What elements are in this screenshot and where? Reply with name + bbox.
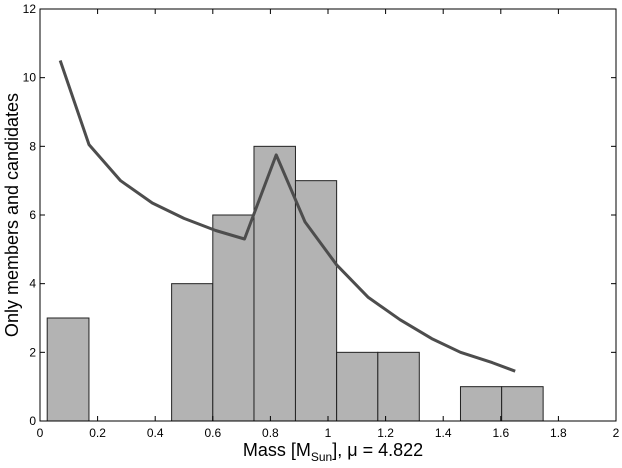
y-tick-label: 2 xyxy=(29,345,36,359)
x-tick-label: 0.4 xyxy=(147,426,164,440)
histogram-bar xyxy=(459,386,503,422)
x-tick-label: 1.4 xyxy=(435,426,452,440)
x-axis: 0 0.2 0.4 0.6 0.8 1 1.2 1.4 1.6 1.8 2 xyxy=(37,9,620,440)
y-tick-label: 6 xyxy=(29,208,36,222)
histogram-bars xyxy=(46,145,544,422)
y-tick-label: 8 xyxy=(29,139,36,153)
x-tick-label: 0 xyxy=(37,426,44,440)
y-tick-label: 4 xyxy=(29,277,36,291)
histogram-bar xyxy=(171,283,214,422)
y-tick-label: 12 xyxy=(23,2,37,16)
x-tick-label: 1.6 xyxy=(492,426,509,440)
x-tick-label: 0.8 xyxy=(262,426,279,440)
y-tick-label: 10 xyxy=(23,71,37,85)
histogram-bar xyxy=(501,386,544,422)
histogram-bar xyxy=(46,317,90,422)
x-tick-label: 0.6 xyxy=(204,426,221,440)
y-axis: 0 2 4 6 8 10 12 xyxy=(23,2,616,428)
y-axis-title: Only members and candidates xyxy=(2,93,22,337)
trend-line xyxy=(58,60,516,373)
y-tick-label: 0 xyxy=(29,414,36,428)
x-axis-title: Mass [MSun], μ = 4.822 xyxy=(243,440,423,464)
histogram-bar xyxy=(212,214,255,422)
x-tick-label: 1 xyxy=(325,426,332,440)
histogram-bar xyxy=(336,351,379,422)
histogram-bar xyxy=(377,351,420,422)
x-tick-label: 0.2 xyxy=(89,426,106,440)
x-tick-label: 1.2 xyxy=(377,426,394,440)
x-tick-label: 2 xyxy=(613,426,620,440)
x-tick-label: 1.8 xyxy=(550,426,567,440)
